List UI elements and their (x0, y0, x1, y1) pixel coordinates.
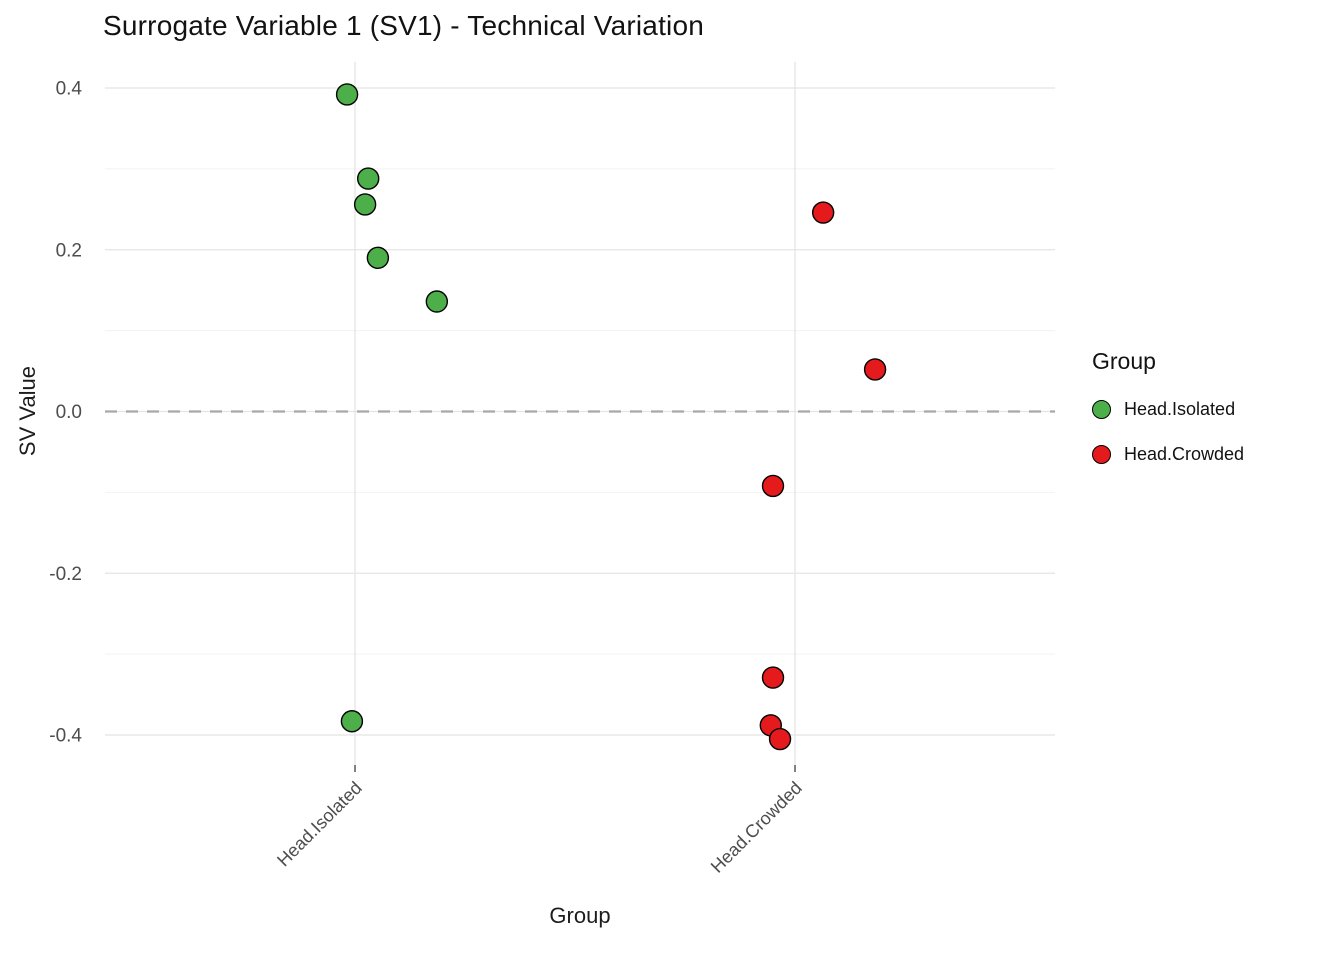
data-point-head-isolated (357, 167, 380, 190)
data-point-head-isolated (366, 246, 390, 270)
data-point-head-isolated (335, 83, 359, 106)
data-point-head-crowded (761, 666, 785, 689)
legend-entry-label: Head.Crowded (1124, 444, 1245, 464)
legend-entry-label: Head.Isolated (1124, 399, 1236, 419)
data-point-head-crowded (863, 358, 887, 381)
y-tick-label: 0.2 (56, 240, 82, 261)
data-point-head-crowded (768, 727, 792, 751)
y-tick-label: -0.2 (49, 564, 82, 585)
data-point-head-isolated (353, 193, 377, 216)
data-point-head-crowded (811, 201, 835, 224)
data-point-head-isolated (340, 710, 364, 733)
legend-entry: Head.Crowded (1092, 444, 1244, 465)
y-tick-label: 0.4 (56, 79, 83, 100)
legend-title: Group (1092, 348, 1156, 374)
chart-title: Surrogate Variable 1 (SV1) - Technical V… (103, 10, 705, 41)
legend-swatch-icon (1092, 445, 1111, 464)
y-tick-label: -0.4 (49, 726, 82, 747)
x-tick-label: Head.Crowded (707, 778, 806, 877)
x-tick-label: Head.Isolated (273, 778, 366, 871)
data-point-head-crowded (761, 474, 785, 498)
y-tick-label: 0.0 (56, 402, 82, 423)
legend: Group Head.Isolated Head.Crowded (1092, 348, 1244, 489)
legend-entry: Head.Isolated (1092, 399, 1244, 420)
x-axis-title: Group (549, 903, 611, 928)
legend-entries: Head.Isolated Head.Crowded (1092, 399, 1244, 465)
legend-swatch-icon (1092, 400, 1111, 419)
data-point-head-isolated (425, 290, 449, 313)
